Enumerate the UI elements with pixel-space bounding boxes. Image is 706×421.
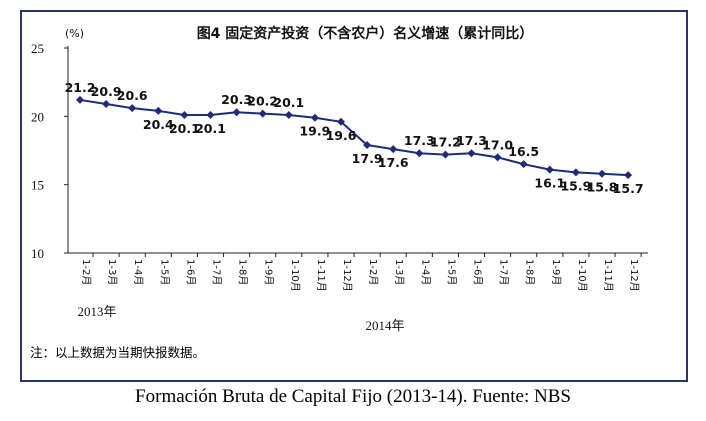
x-tick-label: 1-7月 — [498, 259, 510, 285]
data-label: 20.3 — [221, 92, 252, 107]
figure-caption: Formación Bruta de Capital Fijo (2013-14… — [135, 386, 571, 407]
series-line — [79, 98, 629, 177]
y-tick-label: 20 — [31, 109, 44, 124]
data-label: 17.2 — [430, 135, 461, 150]
data-point — [206, 110, 215, 119]
data-point — [310, 113, 319, 122]
x-tick-label: 1-3月 — [393, 259, 405, 285]
x-tick-label: 1-8月 — [237, 259, 249, 285]
x-tick-label: 1-7月 — [211, 259, 223, 285]
x-tick-label: 1-4月 — [132, 259, 144, 285]
y-tick-label: 25 — [31, 41, 44, 56]
y-unit-label: (%) — [65, 27, 84, 40]
x-tick-label: 1-8月 — [524, 259, 536, 285]
x-tick-label: 1-6月 — [472, 259, 484, 285]
data-point — [389, 145, 398, 154]
data-point — [128, 104, 137, 113]
data-label: 16.5 — [508, 144, 539, 159]
data-point — [415, 149, 424, 158]
data-label: 16.1 — [534, 176, 565, 191]
data-point — [545, 165, 554, 174]
data-point — [258, 109, 267, 118]
data-point — [493, 153, 502, 162]
x-tick-label: 1-5月 — [445, 259, 457, 285]
x-tick-label: 1-2月 — [367, 259, 379, 285]
data-label: 20.1 — [169, 121, 200, 136]
data-label: 20.4 — [143, 117, 174, 132]
y-tick-label: 10 — [31, 246, 44, 261]
data-label: 17.0 — [482, 137, 513, 152]
year-label-2013: 2013年 — [77, 304, 116, 319]
data-point — [337, 117, 345, 126]
data-point — [519, 160, 528, 169]
data-point — [180, 110, 189, 119]
y-tick-label: 15 — [31, 178, 44, 193]
data-point — [571, 168, 580, 177]
x-tick-label: 1-10月 — [289, 259, 301, 292]
data-label: 17.6 — [378, 155, 409, 170]
x-tick-label: 1-3月 — [106, 259, 118, 285]
data-label: 17.3 — [456, 133, 487, 148]
data-point — [284, 110, 293, 119]
data-label: 20.6 — [117, 88, 148, 103]
data-label: 19.6 — [326, 128, 357, 143]
x-tick-label: 1-11月 — [602, 259, 614, 292]
x-tick-label: 1-5月 — [158, 259, 170, 285]
data-point — [598, 169, 606, 178]
x-tick-label: 1-12月 — [341, 259, 353, 292]
data-label: 20.1 — [273, 95, 304, 110]
data-label: 17.9 — [352, 151, 383, 166]
data-label: 20.9 — [91, 84, 122, 99]
data-point — [467, 149, 476, 158]
x-tick-label: 1-9月 — [263, 259, 275, 285]
data-label: 15.8 — [587, 180, 618, 195]
data-point — [441, 150, 450, 159]
data-label: 19.9 — [299, 124, 330, 139]
data-point — [624, 171, 633, 180]
x-tick-label: 1-12月 — [628, 259, 640, 292]
data-label: 21.2 — [65, 80, 96, 95]
data-point — [232, 108, 241, 117]
data-label: 15.9 — [560, 178, 591, 193]
data-label: 20.1 — [195, 121, 226, 136]
data-label: 15.7 — [613, 181, 644, 196]
data-point — [76, 95, 84, 104]
data-point — [363, 141, 372, 150]
x-tick-label: 1-2月 — [80, 259, 92, 285]
chart-frame — [20, 10, 688, 382]
x-tick-label: 1-4月 — [419, 259, 431, 285]
data-point — [102, 100, 111, 109]
chart-title: 图4 固定资产投资（不含农户）名义增速（累计同比） — [197, 25, 534, 42]
x-tick-label: 1-6月 — [184, 259, 196, 285]
x-tick-label: 1-11月 — [315, 259, 327, 292]
x-tick-label: 1-10月 — [576, 259, 588, 292]
chart-note: 注：以上数据为当期快报数据。 — [30, 345, 206, 360]
data-label: 20.2 — [247, 94, 278, 109]
data-label: 17.3 — [404, 133, 435, 148]
year-label-2014: 2014年 — [365, 318, 404, 333]
x-tick-label: 1-9月 — [550, 259, 562, 285]
data-point — [154, 106, 163, 115]
